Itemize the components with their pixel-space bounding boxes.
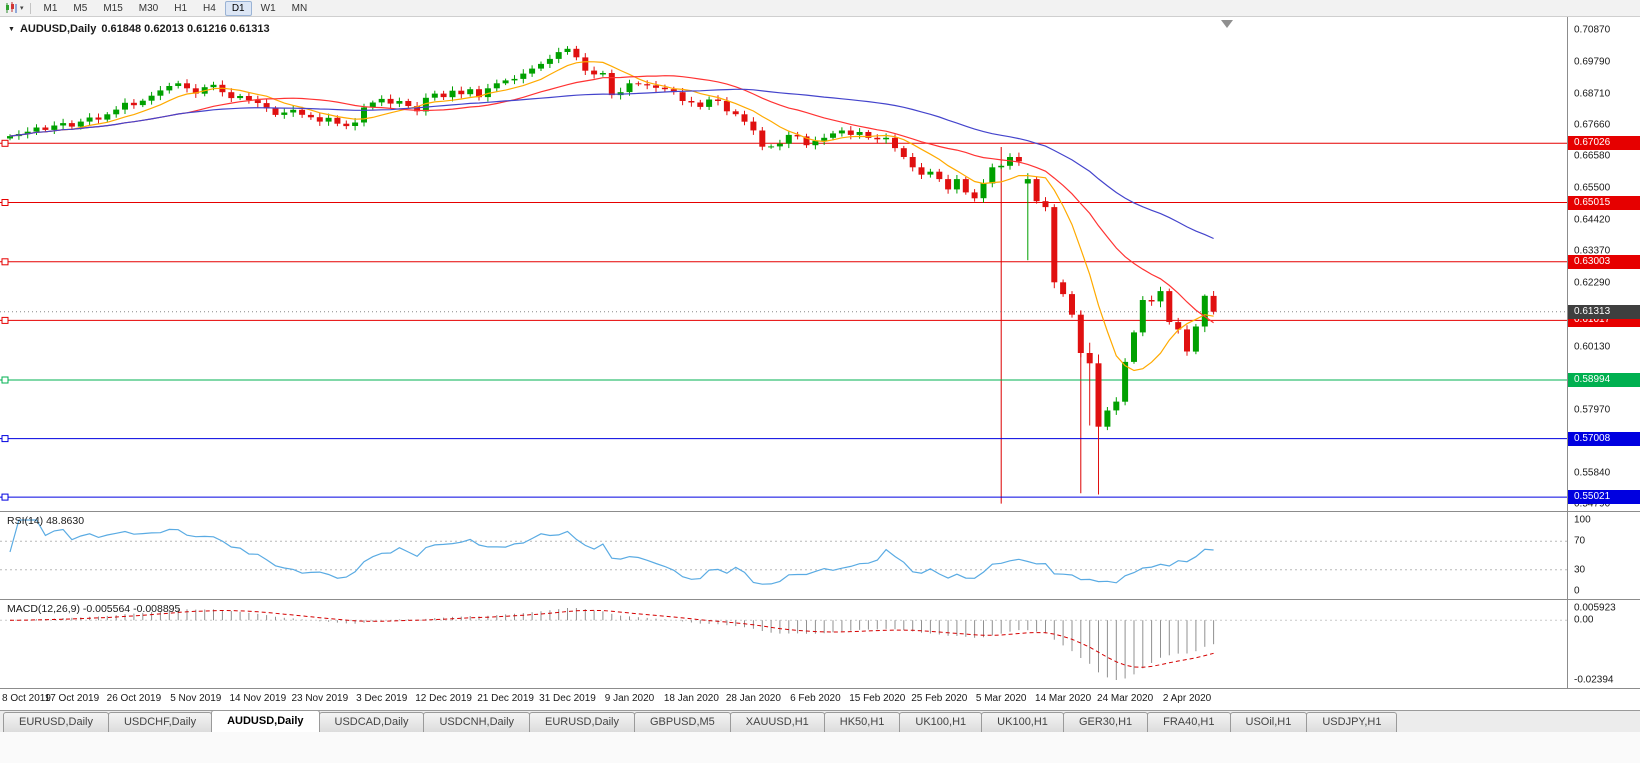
chart-tab-audusd-daily[interactable]: AUDUSD,Daily <box>211 710 320 732</box>
price-axis-label: 0.70870 <box>1574 24 1611 36</box>
timeframe-buttons: M1 M5 M15 M30 H1 H4 D1 W1 MN <box>36 0 316 16</box>
chart-tab-eurusd-daily[interactable]: EURUSD,Daily <box>3 712 109 732</box>
price-axis-label: 0.64420 <box>1574 214 1611 226</box>
price-axis-label: 0.69790 <box>1574 56 1611 68</box>
date-label: 17 Oct 2019 <box>44 693 100 704</box>
price-axis[interactable]: 0.70870 0.69790 0.68710 0.67660 0.66580 0.655… <box>1567 17 1640 511</box>
date-label: 25 Feb 2020 <box>911 693 968 704</box>
price-axis-label: 0.63370 <box>1574 245 1611 257</box>
price-axis-label: 0.62290 <box>1574 277 1611 289</box>
chart-collapse-icon[interactable]: ▼ <box>8 25 15 33</box>
macd-axis-label: 0.005923 <box>1574 602 1616 614</box>
chart-tab-gbpusd-m5[interactable]: GBPUSD,M5 <box>634 712 731 732</box>
hline-price-tag[interactable]: 0.63003 <box>1568 254 1640 269</box>
chevron-down-icon[interactable]: ▾ <box>20 5 24 12</box>
tf-button-m1[interactable]: M1 <box>43 2 58 14</box>
price-axis-label: 0.66580 <box>1574 150 1611 162</box>
chart-type-icon[interactable] <box>3 2 19 15</box>
chart-tab-bar: EURUSD,Daily USDCHF,Daily AUDUSD,Daily USDC… <box>0 710 1640 732</box>
chart-tab-xauusd-h1[interactable]: XAUUSD,H1 <box>729 712 825 732</box>
rsi-axis-label: 70 <box>1574 535 1586 547</box>
price-axis-label: 0.65500 <box>1574 182 1611 194</box>
tf-button-d1[interactable]: D1 <box>224 0 252 16</box>
chart-tab-usdchf-daily[interactable]: USDCHF,Daily <box>107 712 213 732</box>
rsi-axis[interactable]: 100 70 30 0 <box>1567 512 1640 599</box>
date-label: 15 Feb 2020 <box>849 693 906 704</box>
chart-shift-marker <box>1221 20 1233 28</box>
date-label: 9 Jan 2020 <box>604 693 655 704</box>
tf-button-h4[interactable]: H4 <box>203 2 216 14</box>
chart-tab-usdjpy-h1[interactable]: USDJPY,H1 <box>1306 712 1398 732</box>
rsi-label: RSI(14) 48.8630 <box>7 515 85 527</box>
date-label: 26 Oct 2019 <box>106 693 162 704</box>
bottom-filler <box>0 732 1640 763</box>
chart-tab-uk100-h1[interactable]: UK100,H1 <box>899 712 983 732</box>
timeframe-toolbar: ▾ M1 M5 M15 M30 H1 H4 D1 W1 MN <box>0 0 1640 17</box>
chart-symbol: AUDUSD,Daily <box>19 23 97 35</box>
date-label: 28 Jan 2020 <box>725 693 781 704</box>
hline-price-tag[interactable]: 0.65015 <box>1568 195 1640 210</box>
rsi-plot-svg[interactable] <box>0 512 1567 599</box>
rsi-axis-label: 0 <box>1574 585 1580 597</box>
tf-button-m30[interactable]: M30 <box>138 2 159 14</box>
date-label: 5 Mar 2020 <box>975 693 1027 704</box>
hline-price-tag[interactable]: 0.55021 <box>1568 490 1640 505</box>
chart-tab-ger30-h1[interactable]: GER30,H1 <box>1062 712 1149 732</box>
macd-axis-label: -0.02394 <box>1574 674 1614 686</box>
date-label: 12 Dec 2019 <box>415 693 472 704</box>
chart-tab-uk100-h1[interactable]: UK100,H1 <box>981 712 1064 732</box>
price-plot-svg[interactable] <box>0 17 1567 511</box>
date-label: 31 Dec 2019 <box>539 693 596 704</box>
price-axis-label: 0.67660 <box>1574 119 1611 131</box>
chart-tab-eurusd-daily[interactable]: EURUSD,Daily <box>529 712 635 732</box>
date-label: 3 Dec 2019 <box>356 693 408 704</box>
tf-button-mn[interactable]: MN <box>291 2 308 14</box>
macd-chart-canvas[interactable] <box>0 600 1567 693</box>
date-label: 14 Mar 2020 <box>1035 693 1092 704</box>
date-label: 5 Nov 2019 <box>170 693 222 704</box>
macd-plot-svg[interactable] <box>0 600 1567 688</box>
date-label: 18 Jan 2020 <box>663 693 719 704</box>
hline-price-tag[interactable]: 0.58994 <box>1568 373 1640 387</box>
rsi-panel: RSI(14) 48.8630 100 70 30 0 <box>0 512 1640 600</box>
price-axis-label: 0.68710 <box>1574 88 1611 100</box>
date-label: 24 Mar 2020 <box>1097 693 1154 704</box>
macd-axis[interactable]: 0.005923 0.00 -0.02394 <box>1567 600 1640 688</box>
chart-tab-usoil-h1[interactable]: USOil,H1 <box>1229 712 1308 732</box>
rsi-axis-label: 30 <box>1574 564 1586 576</box>
chart-tab-usdcnh-daily[interactable]: USDCNH,Daily <box>423 712 531 732</box>
price-axis-label: 0.55840 <box>1574 467 1611 479</box>
date-label: 23 Nov 2019 <box>291 693 349 704</box>
date-label: 21 Dec 2019 <box>477 693 534 704</box>
rsi-chart-canvas[interactable] <box>0 512 1567 604</box>
chart-ohlc-values: 0.61848 0.62013 0.61216 0.61313 <box>101 23 270 35</box>
hline-price-tag[interactable]: 0.57008 <box>1568 431 1640 446</box>
date-label: 14 Nov 2019 <box>229 693 287 704</box>
time-axis[interactable]: 8 Oct 2019 17 Oct 2019 26 Oct 2019 5 Nov 20… <box>0 689 1640 710</box>
tf-button-h1[interactable]: H1 <box>174 2 188 14</box>
tf-button-m15[interactable]: M15 <box>103 2 123 14</box>
price-axis-label: 0.60130 <box>1574 341 1611 352</box>
toolbar-separator <box>29 2 31 14</box>
macd-label: MACD(12,26,9) -0.005564 -0.008895 <box>7 603 181 615</box>
tf-button-w1[interactable]: W1 <box>260 2 276 14</box>
price-chart-canvas[interactable] <box>0 17 1567 516</box>
tf-button-m5[interactable]: M5 <box>73 2 88 14</box>
price-panel: ▼ AUDUSD,Daily 0.61848 0.62013 0.61216 0… <box>0 17 1640 512</box>
current-price-tag[interactable]: 0.61313 <box>1568 304 1640 319</box>
date-label: 8 Oct 2019 <box>2 693 51 704</box>
chart-title: ▼ AUDUSD,Daily 0.61848 0.62013 0.61216 0… <box>8 23 270 35</box>
hline-price-tag[interactable]: 0.67026 <box>1568 136 1640 151</box>
macd-axis-label: 0.00 <box>1574 614 1594 626</box>
price-axis-label: 0.57970 <box>1574 404 1611 416</box>
macd-panel: MACD(12,26,9) -0.005564 -0.008895 0.0059… <box>0 600 1640 689</box>
date-label: 6 Feb 2020 <box>790 693 841 704</box>
chart-tab-usdcad-daily[interactable]: USDCAD,Daily <box>318 712 425 732</box>
chart-tab-hk50-h1[interactable]: HK50,H1 <box>823 712 901 732</box>
date-label: 2 Apr 2020 <box>1162 693 1212 704</box>
rsi-axis-label: 100 <box>1574 514 1591 526</box>
chart-tab-fra40-h1[interactable]: FRA40,H1 <box>1147 712 1231 732</box>
